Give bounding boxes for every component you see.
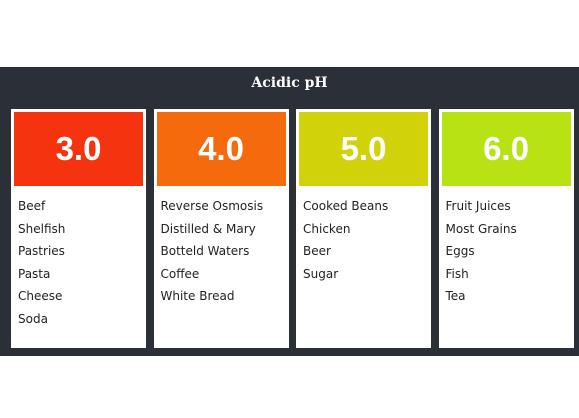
food-item: Soda (18, 312, 48, 326)
ph-card: 5.0 Cooked Beans Chicken Beer Sugar (296, 109, 431, 348)
ph-card: 4.0 Reverse Osmosis Distilled & Mary Bottel… (153, 109, 289, 348)
food-item: Chicken (303, 221, 351, 236)
ph-value: 3.0 (14, 112, 143, 186)
ph-card: 3.0 Beef Shelfish Pastries Pasta Cheese Soda (11, 109, 146, 348)
ph-card: 6.0 Fruit Juices Most Grains Eggs Fish Tea (438, 109, 574, 348)
food-item: Pasta (18, 266, 51, 281)
ph-value: 5.0 (299, 112, 428, 186)
food-item: Shelfish (18, 221, 66, 236)
panel: Acidic pH 3.0 Beef Shelfish Pastries Pasta Ch… (0, 67, 579, 356)
food-item: Beef (18, 199, 46, 213)
food-item: White Bread (160, 289, 235, 304)
food-item: Coffee (160, 266, 200, 281)
ph-value: 4.0 (156, 112, 286, 186)
food-item: Fish (445, 266, 469, 281)
food-item: Distilled & Mary (160, 221, 256, 236)
food-item: Reverse Osmosis (160, 199, 264, 213)
food-item: Cooked Beans (303, 199, 389, 213)
food-item: Cheese (18, 289, 63, 304)
food-item: Fruit Juices (445, 199, 511, 213)
food-item: Tea (445, 289, 466, 304)
food-item: Beer (303, 244, 331, 259)
food-item: Most Grains (445, 221, 517, 236)
title: Acidic pH (251, 75, 328, 91)
food-item: Eggs (445, 244, 475, 259)
food-item: Botteld Waters (160, 244, 250, 259)
food-item: Sugar (303, 266, 339, 281)
food-item: Pastries (18, 244, 65, 259)
ph-value: 6.0 (441, 112, 571, 186)
